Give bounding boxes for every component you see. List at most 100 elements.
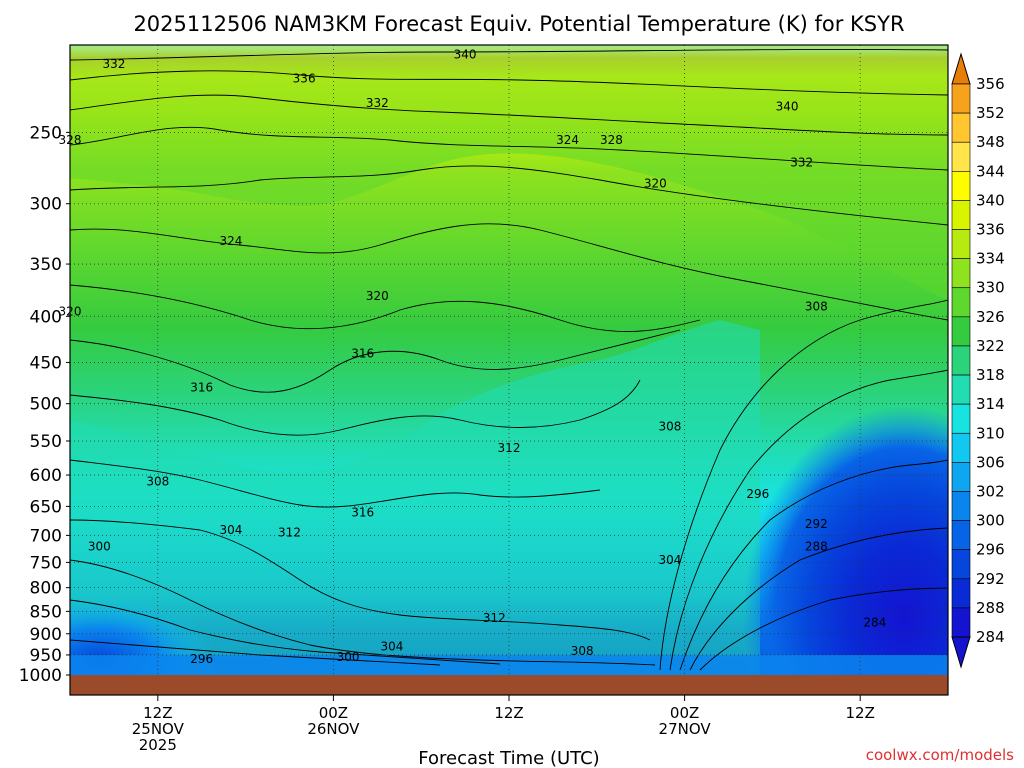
colorbar-label: 310 xyxy=(976,424,1005,442)
y-axis: 250 300 350 400 450 500 550 600 650 700 750 800 850 9… xyxy=(19,123,70,686)
contour-labels: 340 332 336 332 340 328 324 328 332 320 324 320 320 3… xyxy=(59,48,887,666)
colorbar-label: 300 xyxy=(976,512,1005,530)
colorbar-swatch xyxy=(951,549,971,580)
x-tick-label: 2025 xyxy=(139,736,177,754)
colorbar-label: 288 xyxy=(976,599,1005,617)
contour-label: 308 xyxy=(659,419,682,433)
contour-label: 296 xyxy=(746,487,769,501)
contour-label: 304 xyxy=(659,553,682,567)
contour-label: 340 xyxy=(776,99,799,113)
contour-label: 304 xyxy=(220,523,243,537)
y-tick-label: 950 xyxy=(30,646,62,666)
ground-surface xyxy=(70,675,948,695)
x-tick-label: 27NOV xyxy=(659,720,712,738)
contour-label: 284 xyxy=(863,616,886,630)
colorbar-cap-bottom xyxy=(951,636,971,669)
colorbar-label: 330 xyxy=(976,279,1005,297)
colorbar-label: 322 xyxy=(976,337,1005,355)
contour-label: 296 xyxy=(190,652,213,666)
x-tick-label: 12Z xyxy=(143,704,172,722)
colorbar-swatch xyxy=(951,520,971,550)
x-tick-label: 00Z xyxy=(670,704,699,722)
contour-label: 320 xyxy=(644,177,667,191)
colorbar-label: 344 xyxy=(976,162,1005,180)
colorbar-swatch xyxy=(951,83,971,114)
contour-label: 332 xyxy=(102,57,125,71)
colorbar: 356 352 348 344 340 336 334 330 326 322 318 314 310 3… xyxy=(951,52,1005,669)
cold-air-mass xyxy=(655,290,948,675)
credit-text: coolwx.com/models xyxy=(866,746,1014,764)
contour-label: 336 xyxy=(293,72,316,86)
x-tick-label: 12Z xyxy=(846,704,875,722)
colorbar-label: 340 xyxy=(976,191,1005,209)
colorbar-label: 336 xyxy=(976,221,1005,239)
colorbar-label: 356 xyxy=(976,75,1005,93)
colorbar-swatch xyxy=(951,229,971,259)
colorbar-swatch xyxy=(951,200,971,230)
x-tick-label: 25NOV xyxy=(132,720,185,738)
cold-pocket-left xyxy=(70,520,360,675)
colorbar-swatch xyxy=(951,491,971,521)
contour-label: 304 xyxy=(380,640,403,654)
x-tick-label: 12Z xyxy=(494,704,523,722)
y-tick-label: 1000 xyxy=(19,666,62,686)
y-tick-label: 600 xyxy=(30,466,62,486)
contour-lines xyxy=(70,48,948,671)
contour-label: 320 xyxy=(59,304,82,318)
colorbar-label: 292 xyxy=(976,570,1005,588)
contour-label: 324 xyxy=(556,133,579,147)
contour-label: 300 xyxy=(337,650,360,664)
colorbar-cap-top xyxy=(951,52,971,85)
colorbar-label: 348 xyxy=(976,133,1005,151)
contour-label: 316 xyxy=(351,347,374,361)
colorbar-label: 326 xyxy=(976,308,1005,326)
y-tick-label: 350 xyxy=(30,255,62,275)
colorbar-label: 302 xyxy=(976,482,1005,500)
y-tick-label: 850 xyxy=(30,602,62,622)
colorbar-label: 318 xyxy=(976,366,1005,384)
colorbar-swatch xyxy=(951,578,971,609)
colorbar-swatch xyxy=(951,316,971,347)
chart-title: 2025112506 NAM3KM Forecast Equiv. Potent… xyxy=(133,12,904,36)
contour-label: 316 xyxy=(351,505,374,519)
contour-label: 328 xyxy=(600,133,623,147)
colorbar-swatch xyxy=(951,258,971,289)
colorbar-label: 284 xyxy=(976,628,1005,646)
x-tick-label: 26NOV xyxy=(307,720,360,738)
colorbar-swatch xyxy=(951,141,971,172)
contour-label: 308 xyxy=(805,299,828,313)
contour-label: 324 xyxy=(220,234,243,248)
colorbar-label: 352 xyxy=(976,104,1005,122)
colorbar-swatch xyxy=(951,345,971,376)
y-tick-label: 400 xyxy=(30,307,62,327)
grid-lines xyxy=(70,45,948,695)
colorbar-swatch xyxy=(951,287,971,318)
colorbar-swatch xyxy=(951,171,971,201)
y-tick-label: 550 xyxy=(30,432,62,452)
y-tick-label: 900 xyxy=(30,625,62,645)
y-tick-label: 700 xyxy=(30,526,62,546)
contour-label: 308 xyxy=(146,475,169,489)
y-tick-label: 750 xyxy=(30,553,62,573)
y-tick-label: 800 xyxy=(30,579,62,599)
y-tick-label: 250 xyxy=(30,123,62,143)
x-tick-label: 00Z xyxy=(319,704,348,722)
contour-label: 320 xyxy=(366,289,389,303)
colorbar-swatch xyxy=(951,374,971,405)
colorbar-label: 314 xyxy=(976,395,1005,413)
colorbar-swatch xyxy=(951,432,971,463)
contour-label: 312 xyxy=(483,611,506,625)
contour-label: 328 xyxy=(59,133,82,147)
contour-label: 332 xyxy=(366,96,389,110)
x-axis-title: Forecast Time (UTC) xyxy=(418,748,599,768)
y-tick-label: 450 xyxy=(30,353,62,373)
colorbar-label: 334 xyxy=(976,250,1005,268)
y-tick-label: 500 xyxy=(30,395,62,415)
contour-label: 312 xyxy=(498,441,521,455)
contour-label: 340 xyxy=(454,48,477,62)
contour-label: 300 xyxy=(88,539,111,553)
contour-label: 332 xyxy=(790,155,813,169)
contour-label: 308 xyxy=(571,644,594,658)
